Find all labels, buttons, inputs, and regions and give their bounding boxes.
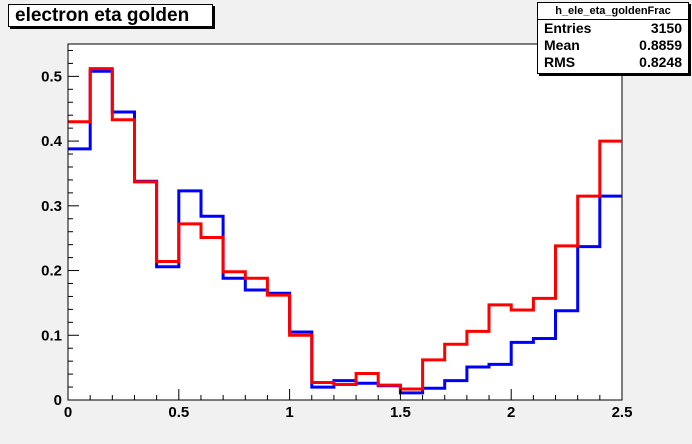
stats-value: 0.8859 [639, 37, 682, 53]
x-tick-label: 0.5 [168, 404, 189, 421]
series-line-1 [68, 67, 622, 391]
series-line-0 [68, 69, 622, 395]
stats-histogram-name: h_ele_eta_goldenFrac [538, 3, 688, 20]
stats-row-entries: Entries 3150 [538, 20, 688, 37]
stats-label: Mean [544, 37, 580, 53]
x-tick-label: 2 [507, 404, 515, 421]
y-tick-label: 0.2 [41, 263, 62, 280]
y-tick-label: 0.5 [41, 68, 62, 85]
stats-value: 3150 [650, 20, 682, 36]
stats-label: RMS [544, 54, 576, 70]
plot-frame [67, 43, 623, 401]
stats-box: h_ele_eta_goldenFrac Entries 3150 Mean 0… [537, 2, 689, 74]
x-tick-label: 1 [285, 404, 293, 421]
chart-title: electron eta golden [8, 4, 213, 27]
x-tick-label: 0 [64, 404, 72, 421]
x-tick-label: 1.5 [390, 404, 411, 421]
y-tick-label: 0.1 [41, 327, 62, 344]
y-tick-label: 0.4 [41, 133, 63, 150]
stats-label: Entries [544, 20, 592, 36]
stats-row-rms: RMS 0.8248 [538, 54, 688, 71]
stats-row-mean: Mean 0.8859 [538, 37, 688, 54]
stats-value: 0.8248 [639, 54, 682, 70]
x-tick-label: 2.5 [612, 404, 633, 421]
y-tick-label: 0 [54, 392, 62, 409]
y-tick-label: 0.3 [41, 198, 62, 215]
